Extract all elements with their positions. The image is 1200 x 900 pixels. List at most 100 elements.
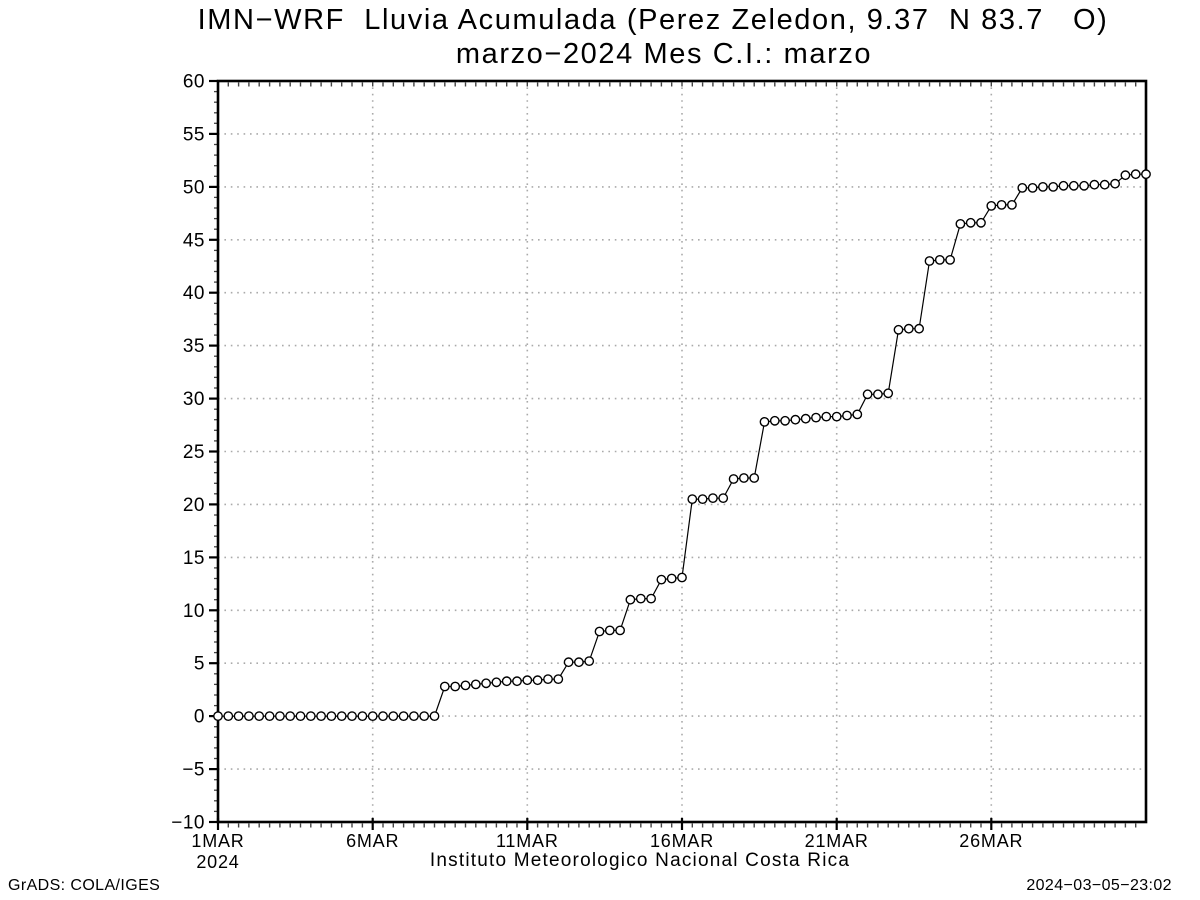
data-point <box>821 411 832 422</box>
data-point <box>615 625 625 636</box>
data-point <box>543 674 553 684</box>
data-point <box>1048 181 1059 192</box>
data-point <box>924 256 935 266</box>
data-point <box>316 711 326 721</box>
data-point <box>965 217 976 228</box>
data-point <box>1089 179 1100 190</box>
data-point <box>790 414 801 425</box>
data-point <box>285 711 296 721</box>
x-axis-label: 6MAR <box>346 831 399 851</box>
data-point <box>708 493 718 503</box>
data-point <box>223 711 234 721</box>
data-point <box>687 494 698 504</box>
data-point <box>893 324 904 335</box>
chart-title-line2: marzo−2024 Mes C.I.: marzo <box>455 38 873 70</box>
data-point <box>883 388 894 399</box>
creation-timestamp: 2024−03−05−23:02 <box>1026 877 1172 894</box>
data-point <box>470 679 481 690</box>
data-point <box>635 593 646 604</box>
y-axis-label: −10 <box>171 813 205 834</box>
y-axis-label: 0 <box>194 707 205 728</box>
data-point <box>563 657 574 668</box>
y-axis-label: 20 <box>183 495 205 516</box>
data-point <box>398 711 409 721</box>
data-point <box>532 675 543 686</box>
data-point <box>501 676 512 687</box>
x-axis-label: 26MAR <box>959 831 1023 851</box>
x-axis-sublabel: 2024 <box>196 852 239 872</box>
data-point <box>697 494 708 504</box>
data-point <box>419 711 430 721</box>
y-axis-label: 35 <box>183 336 205 357</box>
y-axis-label: 10 <box>183 601 205 622</box>
data-point <box>512 676 522 687</box>
data-point <box>769 415 780 426</box>
y-axis-label: 45 <box>183 230 205 251</box>
x-axis-label: 11MAR <box>496 831 559 851</box>
data-point <box>460 680 471 691</box>
y-axis-label: −5 <box>182 760 205 781</box>
x-axis-label: 16MAR <box>650 831 714 851</box>
data-point <box>429 711 440 721</box>
data-point <box>666 573 677 584</box>
x-axis-label: 1MAR <box>191 831 244 851</box>
data-point <box>1017 182 1028 193</box>
data-point <box>1099 179 1110 190</box>
data-point <box>388 711 399 721</box>
data-point <box>728 474 739 484</box>
y-axis-label: 5 <box>194 654 205 675</box>
data-point <box>811 412 821 423</box>
data-point <box>213 711 223 721</box>
data-point <box>976 217 986 228</box>
y-axis-label: 55 <box>183 124 205 145</box>
data-point <box>831 411 842 422</box>
data-point <box>295 711 306 721</box>
data-point <box>336 711 347 721</box>
data-point <box>264 711 275 721</box>
data-point <box>945 254 955 265</box>
x-axis-label: 21MAR <box>805 831 869 851</box>
data-point <box>1068 180 1079 191</box>
data-point <box>594 626 605 637</box>
data-point <box>914 323 924 334</box>
data-point <box>625 594 636 605</box>
data-point <box>1058 180 1069 191</box>
data-point <box>903 323 914 334</box>
y-axis-label: 25 <box>183 442 205 463</box>
y-axis-label: 50 <box>183 177 205 198</box>
data-point <box>1120 170 1131 181</box>
data-point <box>749 473 760 483</box>
data-point <box>584 656 595 666</box>
data-point <box>274 711 285 721</box>
data-point <box>873 389 883 400</box>
data-point <box>357 711 368 721</box>
data-point <box>553 674 564 684</box>
data-point <box>955 218 966 229</box>
data-point <box>646 593 656 604</box>
y-axis-label: 30 <box>183 389 205 410</box>
y-axis-label: 15 <box>183 548 205 569</box>
data-point <box>1079 180 1090 191</box>
data-point <box>450 681 461 692</box>
data-point <box>759 416 770 427</box>
plot-frame <box>216 79 1148 824</box>
data-point <box>1027 182 1038 193</box>
data-point <box>656 574 667 585</box>
data-point <box>439 681 450 692</box>
data-point <box>852 409 863 420</box>
data-point <box>1110 178 1121 189</box>
data-point <box>243 711 254 721</box>
data-point <box>1141 169 1151 180</box>
data-point <box>677 572 687 583</box>
data-point <box>718 493 729 503</box>
data-point <box>739 473 749 483</box>
grads-version-label: GrADS: COLA/IGES <box>8 877 161 894</box>
data-point <box>862 389 873 400</box>
data-point <box>1038 181 1048 192</box>
y-axis-label: 60 <box>183 72 205 93</box>
data-point <box>326 711 337 721</box>
data-point <box>996 199 1007 210</box>
data-point <box>378 711 388 721</box>
